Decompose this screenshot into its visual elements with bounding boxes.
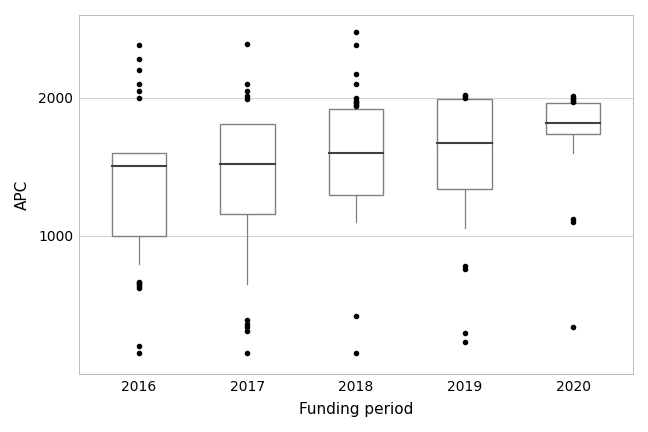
Bar	[546, 103, 601, 134]
Bar	[437, 99, 492, 189]
Bar	[220, 124, 275, 214]
Bar	[111, 153, 166, 236]
Y-axis label: APC: APC	[15, 179, 30, 210]
X-axis label: Funding period: Funding period	[299, 402, 413, 417]
Bar	[329, 109, 383, 194]
